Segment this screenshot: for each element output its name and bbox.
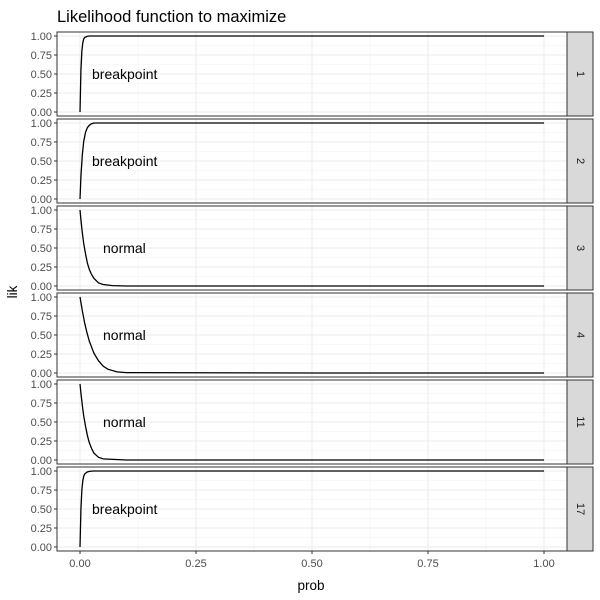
facet-annotation-17: breakpoint	[92, 501, 157, 517]
facet-strip-2	[566, 118, 594, 204]
facet-strip-label-2: 2	[574, 158, 586, 164]
chart-title: Likelihood function to maximize	[57, 8, 286, 26]
x-axis-title: prob	[297, 578, 324, 593]
y-tick-label: 0.50	[31, 243, 52, 255]
facet-panel-2: breakpoint 2 0.00 0.25 0.50 0.75 1.00	[31, 118, 594, 206]
likelihood-line-2	[79, 122, 544, 200]
y-tick-label: 0.50	[31, 156, 52, 168]
y-tick-label: 0.25	[31, 523, 52, 535]
facet-strip-3	[566, 205, 594, 291]
facet-panel-11: normal 11 0.00 0.25 0.50 0.75 1.00	[31, 379, 594, 467]
facet-strip-label-3: 3	[574, 245, 586, 251]
facet-annotation-11: normal	[103, 414, 146, 430]
x-tick-label: 0.75	[417, 558, 438, 570]
y-tick-label: 0.25	[31, 175, 52, 187]
facet-annotation-2: breakpoint	[92, 153, 157, 169]
facet-panel-3: normal 3 0.00 0.25 0.50 0.75 1.00	[31, 205, 594, 293]
y-tick-label: 1.00	[31, 118, 52, 130]
facet-annotation-1: breakpoint	[92, 66, 157, 82]
y-tick-label: 0.50	[31, 330, 52, 342]
y-tick-label: 0.00	[31, 368, 52, 380]
facet-annotation-4: normal	[103, 327, 146, 343]
likelihood-line-3	[79, 209, 544, 287]
y-tick-label: 0.50	[31, 69, 52, 81]
y-tick-label: 0.75	[31, 485, 52, 497]
y-tick-label: 0.75	[31, 224, 52, 236]
facet-strip-11	[566, 379, 594, 465]
y-tick-label: 0.00	[31, 455, 52, 467]
y-tick-label: 1.00	[31, 292, 52, 304]
facet-strip-label-11: 11	[574, 416, 586, 427]
facet-strip-17	[566, 466, 594, 552]
likelihood-line-11	[79, 383, 544, 461]
y-tick-label: 0.75	[31, 50, 52, 62]
y-tick-label: 0.00	[31, 281, 52, 293]
x-tick-label: 0.00	[69, 558, 90, 570]
facet-panels: breakpoint 10.000.250.500.751.00breakpoin…	[31, 31, 594, 554]
facet-panel-17: breakpoint 17 0.00 0.25 0.50 0.75 1.00	[31, 466, 594, 554]
y-tick-label: 0.50	[31, 504, 52, 516]
y-tick-label: 0.25	[31, 349, 52, 361]
likelihood-line-1	[79, 35, 544, 113]
y-tick-label: 0.25	[31, 262, 52, 274]
y-tick-label: 0.50	[31, 417, 52, 429]
facet-panel-4: normal 4 0.00 0.25 0.50 0.75 1.00	[31, 292, 594, 380]
likelihood-line-17	[79, 470, 544, 548]
likelihood-line-4	[79, 296, 544, 374]
y-tick-label: 1.00	[31, 379, 52, 391]
x-axis: 0.00 0.25 0.50 0.75 1.00	[69, 551, 555, 570]
y-tick-label: 0.25	[31, 436, 52, 448]
y-tick-label: 0.25	[31, 88, 52, 100]
x-tick-label: 1.00	[533, 558, 554, 570]
facet-strip-label-4: 4	[574, 332, 586, 338]
y-tick-label: 0.75	[31, 311, 52, 323]
y-tick-label: 0.75	[31, 398, 52, 410]
y-tick-label: 0.00	[31, 107, 52, 119]
facet-strip-label-17: 17	[574, 503, 586, 515]
facet-annotation-3: normal	[103, 240, 146, 256]
y-tick-label: 1.00	[31, 466, 52, 478]
facet-strip-4	[566, 292, 594, 378]
x-tick-label: 0.50	[301, 558, 322, 570]
y-axis-title: lik	[5, 285, 20, 298]
facet-strip-label-1: 1	[574, 71, 586, 77]
y-tick-label: 1.00	[31, 205, 52, 217]
facet-panel-1: breakpoint 1 0.00 0.25 0.50 0.75 1.00	[31, 31, 594, 119]
y-tick-label: 0.75	[31, 137, 52, 149]
y-tick-label: 0.00	[31, 542, 52, 554]
y-tick-label: 1.00	[31, 31, 52, 43]
facet-strip-1	[566, 31, 594, 117]
x-tick-label: 0.25	[185, 558, 206, 570]
y-tick-label: 0.00	[31, 194, 52, 206]
